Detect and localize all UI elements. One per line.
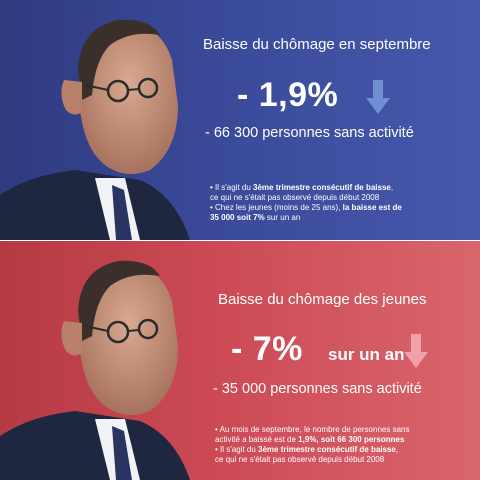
bullet-line: • Au mois de septembre, le nombre de per… — [215, 425, 410, 434]
bullet-line: activité a baissé est de 1,9%, soit 66 3… — [215, 435, 405, 444]
portrait-photo — [0, 19, 190, 240]
headline: Baisse du chômage des jeunes — [218, 291, 427, 308]
bullet-line: 35 000 soit 7% sur un an — [210, 213, 301, 222]
portrait-photo — [0, 260, 190, 480]
big-value: - 1,9% — [237, 76, 339, 114]
panel-unemployment-september: Baisse du chômage en septembre - 1,9% - … — [0, 0, 480, 240]
bullet-line: • Il s'agit du 3ème trimestre consécutif… — [215, 445, 399, 454]
bullet-line: ce qui ne s'était pas observé depuis déb… — [210, 193, 380, 202]
bullet-list: • Au mois de septembre, le nombre de per… — [215, 425, 460, 465]
bullet-line: • Chez les jeunes (moins de 25 ans), la … — [210, 203, 402, 212]
bullet-list: • Il s'agit du 3ème trimestre consécutif… — [210, 183, 455, 223]
bullet-line: ce qui ne s'était pas observé depuis déb… — [215, 455, 385, 464]
period-suffix: sur un an — [328, 345, 405, 364]
big-value: - 7% — [231, 330, 303, 368]
subline: - 35 000 personnes sans activité — [213, 381, 422, 397]
arrow-down-icon — [404, 334, 428, 368]
headline: Baisse du chômage en septembre — [203, 36, 431, 53]
subline: - 66 300 personnes sans activité — [205, 125, 414, 141]
bullet-line: • Il s'agit du 3ème trimestre consécutif… — [210, 183, 394, 192]
arrow-down-icon — [366, 80, 390, 114]
panel-youth-unemployment: Baisse du chômage des jeunes - 7% sur un… — [0, 241, 480, 480]
